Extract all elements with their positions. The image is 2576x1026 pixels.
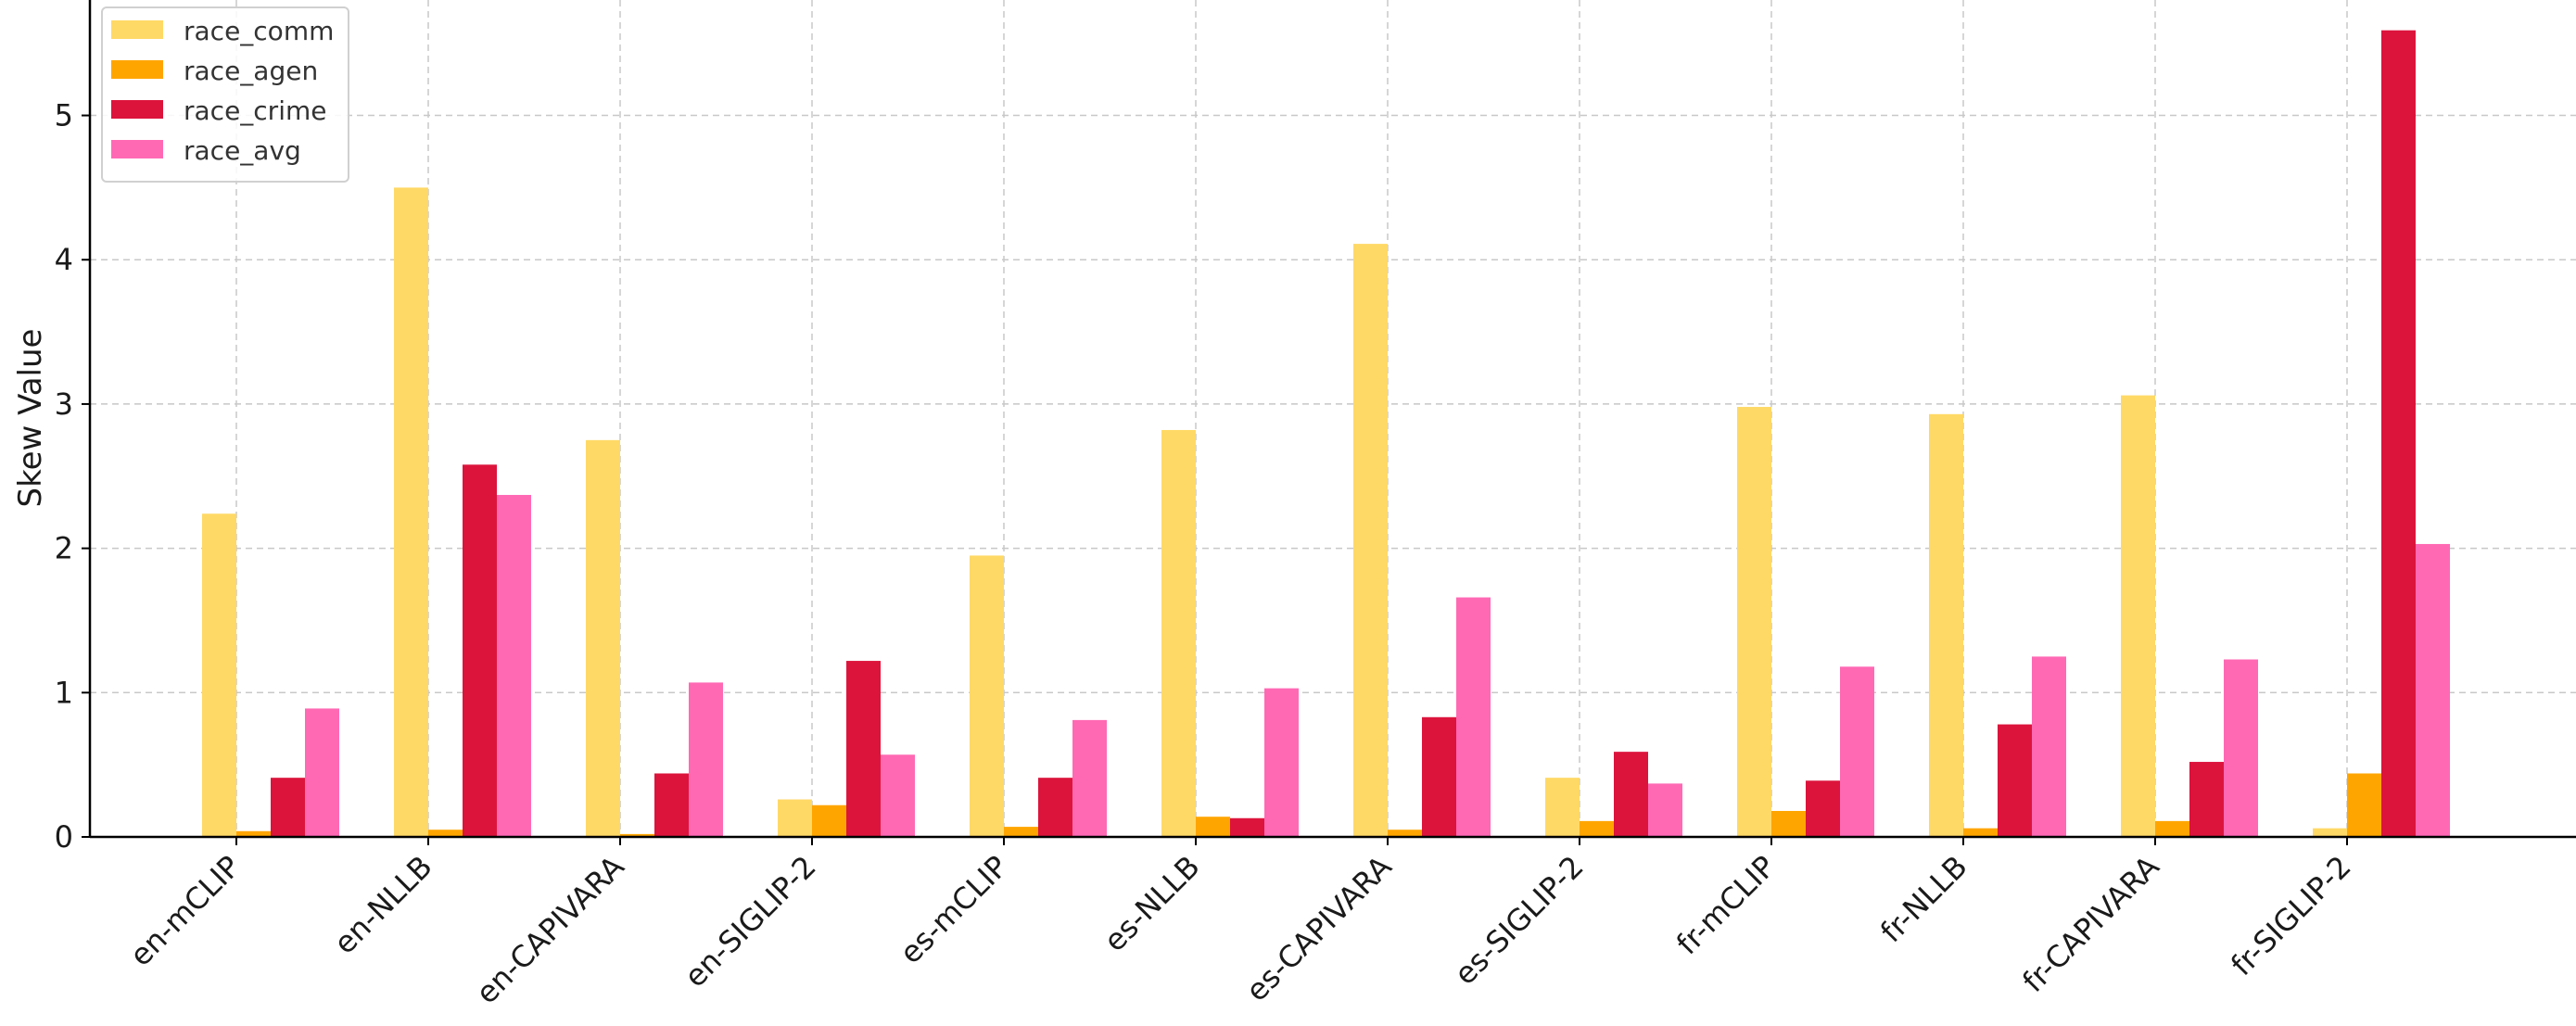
bar-race_avg-en-mCLIP [305,708,339,837]
y-tick-label: 2 [55,531,73,566]
bar-race_avg-en-NLLB [497,495,531,837]
x-tick-label: en-mCLIP [123,849,247,973]
bar-race_agen-fr-SIGLIP-2 [2347,773,2381,837]
bar-race_comm-fr-mCLIP [1737,407,1771,837]
axes [88,0,2576,839]
y-ticks: 0 1 2 3 4 5 [55,98,90,855]
bar-race_comm-en-NLLB [394,187,428,837]
bar-race_comm-fr-CAPIVARA [2121,395,2155,837]
y-tick-label: 5 [55,98,73,133]
legend-label-race_avg: race_avg [184,135,301,166]
bar-race_comm-en-mCLIP [202,513,236,837]
legend-swatch-race_avg [111,140,163,158]
x-tick-label: en-NLLB [327,849,439,961]
bar-race_avg-fr-CAPIVARA [2224,659,2258,837]
bar-race_avg-fr-NLLB [2032,656,2066,837]
legend-label-race_crime: race_crime [184,95,326,126]
legend-label-race_comm: race_comm [184,16,334,46]
x-tick-label: es-NLLB [1097,849,1206,958]
bar-race_comm-fr-NLLB [1929,413,1963,837]
x-tick-label: es-CAPIVARA [1239,849,1399,1008]
bar-race_crime-fr-NLLB [1998,724,2032,837]
y-tick-label: 4 [55,242,73,277]
legend-frame [101,6,349,183]
x-tick-label: fr-CAPIVARA [2015,849,2165,999]
legend-swatch-race_comm [111,20,163,39]
legend-label-race_agen: race_agen [184,56,318,86]
x-ticks: en-mCLIP en-NLLB en-CAPIVARA en-SIGLIP-2 es-… [123,837,2358,1010]
bar-race_crime-fr-CAPIVARA [2189,762,2224,837]
bar-race_avg-es-CAPIVARA [1456,597,1491,837]
bar-race_agen-es-NLLB [1196,817,1230,837]
bar-race_comm-es-mCLIP [970,555,1004,837]
legend-swatch-race_agen [111,60,163,79]
bar-race_comm-es-SIGLIP-2 [1545,778,1580,837]
bars [202,30,2450,838]
bar-race_crime-fr-SIGLIP-2 [2381,30,2416,838]
y-axis-title: Skew Value [12,329,49,508]
bar-race_avg-fr-SIGLIP-2 [2416,543,2450,837]
x-tick-label: fr-mCLIP [1669,849,1783,962]
legend-swatch-race_crime [111,100,163,119]
bar-race_agen-fr-NLLB [1963,828,1998,837]
x-tick-label: fr-SIGLIP-2 [2224,849,2357,982]
bar-race_agen-es-CAPIVARA [1388,830,1422,837]
bar-race_avg-es-SIGLIP-2 [1648,783,1682,837]
bar-race_crime-es-SIGLIP-2 [1614,752,1648,837]
bar-race_crime-en-CAPIVARA [654,773,689,837]
x-tick-label: es-SIGLIP-2 [1447,849,1590,992]
bar-race_crime-en-NLLB [463,464,497,837]
bar-race_crime-fr-mCLIP [1806,780,1840,837]
x-tick-label: es-mCLIP [893,849,1015,971]
x-tick-label: en-CAPIVARA [469,849,631,1011]
bar-race_avg-es-NLLB [1264,688,1299,837]
bar-race_avg-en-SIGLIP-2 [881,754,915,837]
bar-race_comm-es-NLLB [1161,429,1196,837]
bar-race_crime-es-NLLB [1230,817,1264,837]
bar-race_agen-fr-CAPIVARA [2155,820,2189,837]
bar-race_agen-es-SIGLIP-2 [1580,820,1614,837]
bar-race_comm-en-CAPIVARA [586,439,620,837]
bar-race_agen-en-CAPIVARA [620,833,654,837]
bar-race_comm-fr-SIGLIP-2 [2313,828,2347,837]
bar-race_crime-es-CAPIVARA [1422,716,1456,837]
bar-race_comm-en-SIGLIP-2 [778,799,812,837]
x-tick-label: en-SIGLIP-2 [678,849,823,994]
y-tick-label: 0 [55,819,73,855]
bar-race_comm-es-CAPIVARA [1353,244,1388,838]
x-tick-label: fr-NLLB [1873,849,1974,950]
bar-race_avg-en-CAPIVARA [689,682,723,837]
bar-race_crime-en-SIGLIP-2 [846,661,881,837]
y-tick-label: 1 [55,675,73,710]
bar-race_agen-fr-mCLIP [1771,810,1806,837]
bar-race_agen-es-mCLIP [1004,827,1038,837]
bar-race_crime-es-mCLIP [1038,778,1072,837]
bar-race_agen-en-NLLB [428,830,463,837]
bar-race_crime-en-mCLIP [271,778,305,837]
legend: race_comm race_agen race_crime race_avg [101,6,349,183]
bar-race_avg-es-mCLIP [1072,719,1107,837]
bar-race_agen-en-mCLIP [236,830,271,837]
y-tick-label: 3 [55,386,73,422]
bar-race_avg-fr-mCLIP [1840,666,1874,837]
bar-race_agen-en-SIGLIP-2 [812,804,846,837]
